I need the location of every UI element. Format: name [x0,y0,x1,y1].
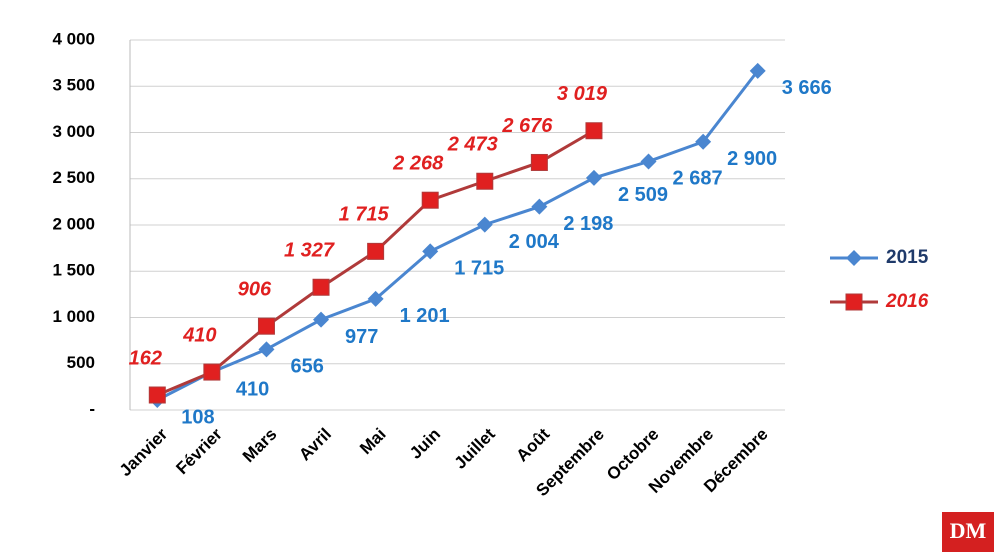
data-label: 108 [181,406,214,428]
point [312,278,330,296]
point [585,122,603,140]
point [585,169,602,186]
legend-label: 2015 [886,247,929,268]
data-label: 1 715 [454,258,504,280]
point [695,133,712,150]
data-label: 410 [182,324,216,346]
point [476,172,494,190]
x-tick-label: Août [513,424,554,465]
logo-box [942,512,994,552]
y-tick-label: 4 000 [52,29,95,48]
y-tick-label: 500 [67,353,95,372]
data-label: 906 [238,278,272,300]
point [203,363,221,381]
x-tick-label: Mars [239,425,280,466]
point [531,198,548,215]
y-tick-label: 3 500 [52,76,95,95]
point [530,153,548,171]
x-tick-label: Janvier [116,424,172,480]
data-label: 2 268 [392,152,444,174]
data-label: 2 687 [673,168,723,190]
data-label: 2 004 [509,231,560,253]
point [367,242,385,260]
point [422,243,439,260]
y-tick-label: 1 000 [52,307,95,326]
point [845,293,863,311]
y-tick-label: 2 000 [52,214,95,233]
point [749,62,766,79]
point [257,317,275,335]
point [258,341,275,358]
point [421,191,439,209]
data-label: 977 [345,326,378,348]
data-label: 2 198 [563,213,613,235]
data-label: 3 019 [557,83,608,105]
point [846,250,862,266]
data-label: 1 201 [400,305,450,327]
data-label: 2 900 [727,148,777,170]
y-tick-label: 1 500 [52,261,95,280]
logo: DM [950,518,987,543]
x-tick-label: Juin [406,425,444,463]
point [476,216,493,233]
data-label: 2 473 [447,134,498,156]
point [640,153,657,170]
y-tick-label: 3 000 [52,122,95,141]
data-label: 2 676 [501,115,553,137]
x-tick-label: Février [172,424,226,478]
data-label: 3 666 [782,77,832,99]
data-label: 1 715 [339,204,390,226]
x-tick-label: Juillet [451,424,499,472]
legend-label: 2016 [885,291,929,312]
data-label: 162 [129,347,162,369]
data-label: 2 509 [618,184,668,206]
y-tick-label: - [89,399,95,418]
y-tick-label: 2 500 [52,168,95,187]
series-line [156,69,759,402]
point [367,290,384,307]
data-label: 1 327 [284,240,335,262]
point [313,311,330,328]
series-line [156,129,595,397]
point [148,386,166,404]
data-label: 410 [236,378,269,400]
data-label: 656 [290,356,323,378]
x-tick-label: Mai [356,425,389,458]
x-tick-label: Avril [295,425,335,465]
